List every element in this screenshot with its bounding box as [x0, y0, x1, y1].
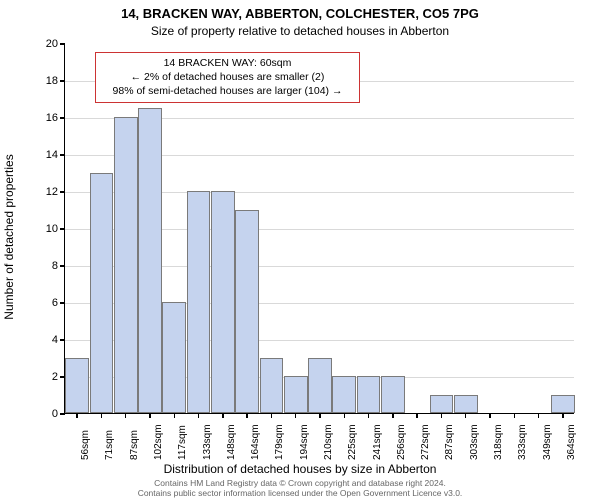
xtick-mark: [489, 413, 491, 418]
xtick-label: 333sqm: [517, 410, 528, 460]
ytick-mark: [60, 228, 65, 230]
bar: [211, 191, 235, 413]
ytick-mark: [60, 117, 65, 119]
xtick-mark: [295, 413, 297, 418]
ytick-label: 6: [28, 297, 58, 309]
xtick-mark: [222, 413, 224, 418]
xtick-mark: [149, 413, 151, 418]
ytick-mark: [60, 191, 65, 193]
xtick-mark: [344, 413, 346, 418]
xtick-label: 287sqm: [444, 410, 455, 460]
ytick-mark: [60, 80, 65, 82]
chart-title-sub: Size of property relative to detached ho…: [0, 24, 600, 38]
ytick-label: 0: [28, 408, 58, 420]
bar: [235, 210, 259, 414]
xtick-label: 303sqm: [469, 410, 480, 460]
xtick-label: 241sqm: [372, 410, 383, 460]
xtick-mark: [538, 413, 540, 418]
xtick-label: 194sqm: [299, 410, 310, 460]
bar: [308, 358, 332, 414]
ytick-mark: [60, 154, 65, 156]
xtick-mark: [392, 413, 394, 418]
ytick-label: 4: [28, 334, 58, 346]
bar: [357, 376, 381, 413]
ytick-mark: [60, 265, 65, 267]
xtick-mark: [125, 413, 127, 418]
ytick-mark: [60, 413, 65, 415]
bar: [138, 108, 162, 413]
xtick-label: 133sqm: [202, 410, 213, 460]
bar: [187, 191, 211, 413]
annotation-line1: 14 BRACKEN WAY: 60sqm: [102, 56, 353, 70]
chart-title-main: 14, BRACKEN WAY, ABBERTON, COLCHESTER, C…: [0, 6, 600, 21]
xtick-label: 256sqm: [396, 410, 407, 460]
xtick-label: 272sqm: [420, 410, 431, 460]
xtick-label: 349sqm: [542, 410, 553, 460]
bar: [260, 358, 284, 414]
ytick-mark: [60, 302, 65, 304]
annotation-box: 14 BRACKEN WAY: 60sqm ← 2% of detached h…: [95, 52, 360, 103]
xtick-mark: [174, 413, 176, 418]
ytick-label: 14: [28, 149, 58, 161]
xtick-label: 210sqm: [323, 410, 334, 460]
bar: [284, 376, 308, 413]
xtick-mark: [246, 413, 248, 418]
ytick-label: 20: [28, 38, 58, 50]
ytick-mark: [60, 43, 65, 45]
bar: [90, 173, 114, 414]
xtick-label: 164sqm: [250, 410, 261, 460]
footer-line1: Contains HM Land Registry data © Crown c…: [0, 478, 600, 489]
ytick-mark: [60, 339, 65, 341]
ytick-label: 18: [28, 75, 58, 87]
footer-line2: Contains public sector information licen…: [0, 488, 600, 499]
chart-container: 14, BRACKEN WAY, ABBERTON, COLCHESTER, C…: [0, 0, 600, 500]
bar: [114, 117, 138, 413]
xtick-mark: [198, 413, 200, 418]
xtick-label: 148sqm: [226, 410, 237, 460]
xtick-label: 364sqm: [566, 410, 577, 460]
xtick-label: 117sqm: [177, 410, 188, 460]
ytick-label: 16: [28, 112, 58, 124]
xtick-label: 71sqm: [104, 410, 115, 460]
xtick-mark: [368, 413, 370, 418]
footer-attribution: Contains HM Land Registry data © Crown c…: [0, 478, 600, 499]
x-axis-label: Distribution of detached houses by size …: [0, 462, 600, 476]
xtick-mark: [76, 413, 78, 418]
xtick-mark: [465, 413, 467, 418]
xtick-mark: [514, 413, 516, 418]
bar: [65, 358, 89, 414]
xtick-label: 56sqm: [80, 410, 91, 460]
ytick-label: 2: [28, 371, 58, 383]
xtick-label: 318sqm: [493, 410, 504, 460]
annotation-line2: ← 2% of detached houses are smaller (2): [102, 70, 353, 84]
y-axis-label: Number of detached properties: [2, 154, 16, 319]
annotation-line3: 98% of semi-detached houses are larger (…: [102, 84, 353, 98]
ytick-label: 12: [28, 186, 58, 198]
bar: [162, 302, 186, 413]
bar: [381, 376, 405, 413]
xtick-mark: [101, 413, 103, 418]
xtick-label: 102sqm: [153, 410, 164, 460]
xtick-label: 225sqm: [347, 410, 358, 460]
bar: [332, 376, 356, 413]
xtick-label: 179sqm: [274, 410, 285, 460]
xtick-label: 87sqm: [129, 410, 140, 460]
ytick-label: 8: [28, 260, 58, 272]
xtick-mark: [416, 413, 418, 418]
xtick-mark: [319, 413, 321, 418]
xtick-mark: [271, 413, 273, 418]
xtick-mark: [441, 413, 443, 418]
ytick-label: 10: [28, 223, 58, 235]
xtick-mark: [562, 413, 564, 418]
